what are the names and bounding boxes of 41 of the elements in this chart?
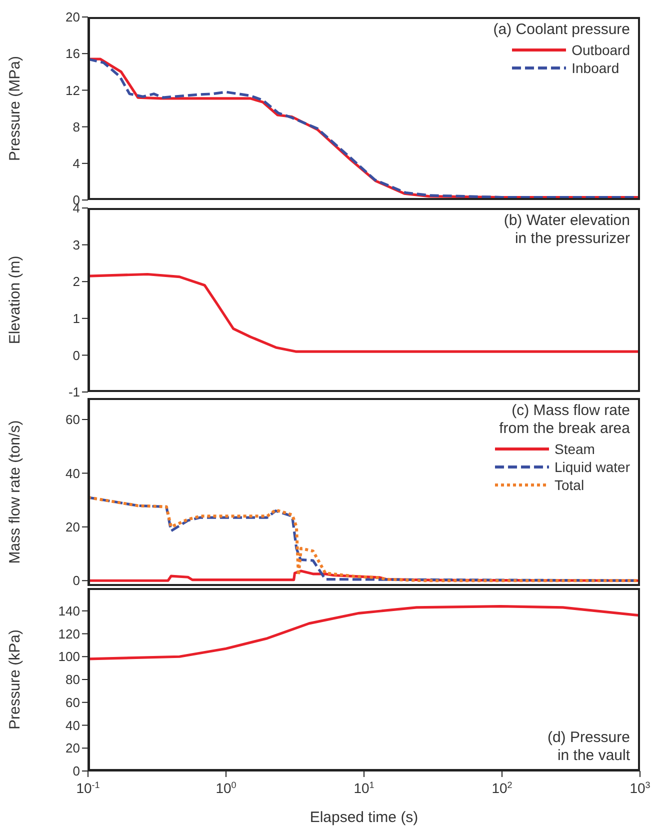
legend-label: Outboard xyxy=(572,41,630,59)
y-tick-label: 20 xyxy=(66,520,80,535)
y-axis-title: Elevation (m) xyxy=(6,256,24,344)
y-tick-label: 20 xyxy=(66,10,80,25)
y-tick-label: 20 xyxy=(66,740,80,756)
y-axis-title: Pressure (kPa) xyxy=(6,629,24,730)
legend-label: Liquid water xyxy=(554,458,630,476)
x-tick-label: 10$^{-1}$ xyxy=(76,780,100,796)
y-tick-label: 2 xyxy=(72,274,80,290)
y-tick-label: 60 xyxy=(66,412,80,428)
y-tick-label: 100 xyxy=(58,649,80,664)
text: (b) Water elevation in the pressurizer xyxy=(502,212,630,248)
x-tick-label: 10$^{2}$ xyxy=(492,780,512,796)
y-tick-label: 60 xyxy=(66,694,80,710)
y-tick-label: 0 xyxy=(72,764,80,779)
y-tick-label: 1 xyxy=(72,311,80,326)
y-tick-label: 80 xyxy=(66,672,80,688)
text: (d) Pressure in the vault xyxy=(546,729,630,765)
y-axis-title: Pressure (MPa) xyxy=(6,56,24,162)
y-tick-label: 40 xyxy=(66,466,80,481)
y-tick-label: 0 xyxy=(72,348,80,363)
y-tick-label: 0 xyxy=(72,573,80,588)
text: (c) Mass flow rate from the break area xyxy=(498,402,630,438)
legend-label: Inboard xyxy=(572,59,620,77)
y-tick-label: 8 xyxy=(72,119,80,134)
x-tick-label: 10$^{0}$ xyxy=(216,780,236,796)
x-tick-label: 10$^{1}$ xyxy=(354,780,374,796)
legend-label: Steam xyxy=(554,440,595,458)
x-axis-title: Elapsed time (s) xyxy=(310,809,418,826)
chart-title: (a) Coolant pressure xyxy=(492,21,630,39)
y-tick-label: 40 xyxy=(66,718,80,733)
y-axis-title: Mass flow rate (ton/s) xyxy=(6,420,24,564)
y-tick-label: 4 xyxy=(72,156,80,172)
y-tick-label: 16 xyxy=(66,46,80,62)
y-tick-label: 12 xyxy=(66,82,80,98)
y-tick-label: 3 xyxy=(72,237,80,252)
y-tick-label: 140 xyxy=(58,603,80,618)
x-tick-label: 10$^{3}$ xyxy=(630,780,650,796)
y-tick-label: -1 xyxy=(68,384,80,400)
y-tick-label: 120 xyxy=(58,626,80,642)
legend-label: Total xyxy=(554,476,584,494)
